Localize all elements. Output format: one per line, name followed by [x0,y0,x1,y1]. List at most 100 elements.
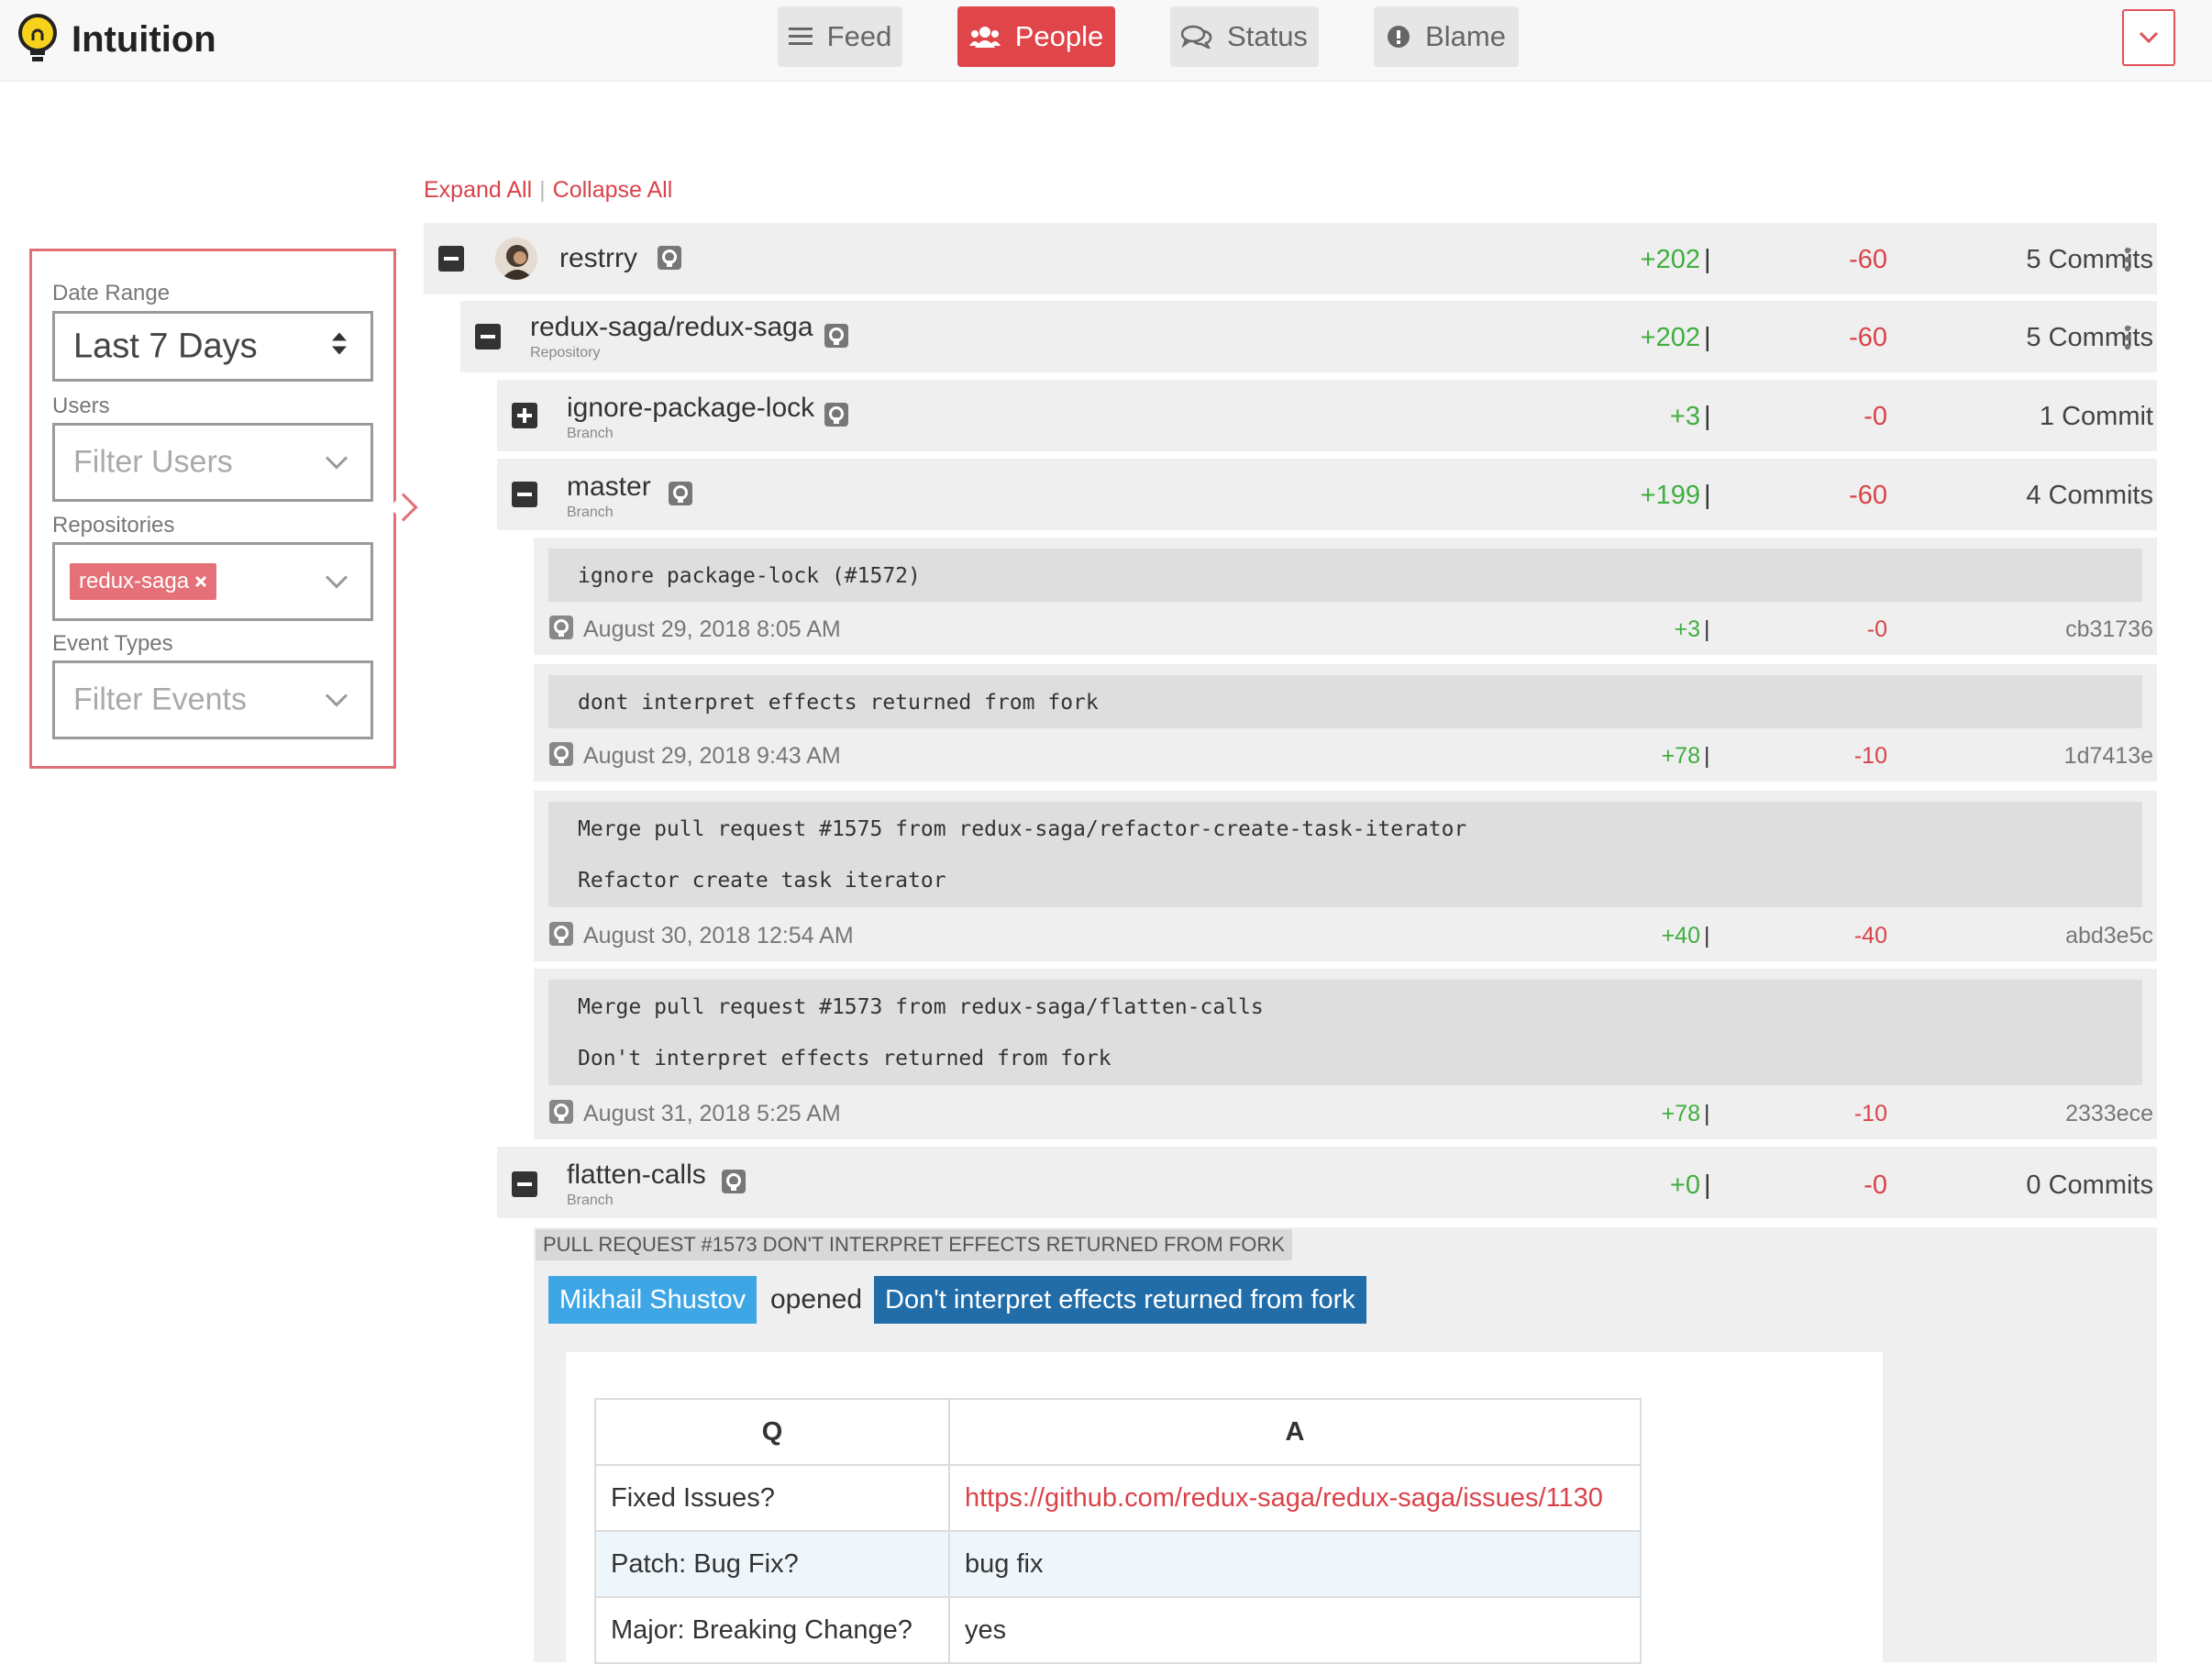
fixed-issue-link[interactable]: https://github.com/redux-saga/redux-saga… [965,1482,1603,1513]
pull-request-link[interactable]: Don't interpret effects returned from fo… [874,1276,1366,1324]
remove-tag-icon[interactable] [194,575,207,588]
branch-name[interactable]: ignore-package-lock [567,393,815,423]
nav-status-button[interactable]: Status [1170,6,1319,67]
branch-row-flatten-calls[interactable]: flatten-calls Branch +0 | -0 0 Commits [497,1147,2157,1218]
branch-deletions: -60 [1849,481,1887,510]
repository-type-label: Repository [530,345,601,361]
commit-message-line: Merge pull request #1575 from redux-saga… [578,817,1467,841]
event-types-placeholder: Filter Events [73,682,247,717]
list-icon [788,27,813,47]
branch-row-master[interactable]: master Branch +199 | -60 4 Commits [497,459,2157,530]
commit-sha[interactable]: abd3e5c [2065,923,2153,948]
table-header-row: Q A [594,1398,1642,1466]
commit-message-line: Refactor create task iterator [578,869,946,893]
user-commit-count: 5 Commits [2026,245,2153,274]
divider-bar: | [1704,743,1710,769]
repository-additions: +202 [1640,323,1700,352]
user-row[interactable]: restrry +202 | -60 5 Commits [424,223,2157,294]
collapse-repository-button[interactable] [475,324,501,349]
branch-type-label: Branch [567,426,614,441]
commit-sha[interactable]: 1d7413e [2063,743,2153,769]
commit-additions: +78 [1661,743,1700,769]
github-icon[interactable] [668,481,693,506]
github-icon[interactable] [657,245,682,271]
commit-date: August 31, 2018 5:25 AM [583,1101,841,1126]
commit-message: Merge pull request #1573 from redux-saga… [548,980,2142,1085]
chevron-down-icon [325,449,348,477]
commit-additions: +40 [1661,923,1700,948]
sort-icon [330,330,348,362]
commit-deletions: -10 [1853,1101,1887,1126]
commit-message-line: ignore package-lock (#1572) [578,564,921,588]
branch-name[interactable]: flatten-calls [567,1159,706,1190]
chevron-down-icon [325,686,348,715]
github-icon[interactable] [548,921,574,947]
branch-additions: +0 [1669,1170,1700,1200]
user-name[interactable]: restrry [559,243,637,273]
nav-status-label: Status [1227,20,1308,52]
commit-date: August 29, 2018 9:43 AM [583,743,841,769]
collapse-user-button[interactable] [438,246,464,272]
branch-row-ignore-package-lock[interactable]: ignore-package-lock Branch +3 | -0 1 Com… [497,380,2157,451]
chevron-down-icon [2139,31,2159,44]
commit-sha[interactable]: 2333ece [2065,1101,2153,1126]
avatar [495,238,537,280]
table-header-a: A [948,1398,1642,1466]
github-icon[interactable] [721,1169,747,1194]
nav-feed-button[interactable]: Feed [778,6,902,67]
exclamation-circle-icon [1387,25,1410,49]
commit-additions: +3 [1674,616,1700,642]
event-verb: opened [770,1284,863,1315]
table-row: Fixed Issues? https://github.com/redux-s… [594,1464,1642,1532]
commit-additions: +78 [1661,1101,1700,1126]
event-types-label: Event Types [52,631,173,656]
expand-all-link[interactable]: Expand All [424,177,533,203]
branch-type-label: Branch [567,1193,614,1208]
event-user-link[interactable]: Mikhail Shustov [548,1276,758,1324]
table-row: Patch: Bug Fix? bug fix [594,1530,1642,1598]
repository-commit-count: 5 Commits [2026,323,2153,352]
repositories-filter-input[interactable]: redux-saga [52,542,373,621]
collapse-all-link[interactable]: Collapse All [552,177,673,203]
github-icon[interactable] [548,615,574,640]
github-icon[interactable] [824,402,849,427]
date-range-label: Date Range [52,281,171,305]
menu-toggle-button[interactable] [2122,9,2175,66]
qa-table: Q A Fixed Issues? https://github.com/red… [594,1398,1642,1664]
collapse-branch-button[interactable] [512,482,537,507]
event-types-filter-input[interactable]: Filter Events [52,660,373,739]
date-range-select[interactable]: Last 7 Days [52,311,373,382]
nav-blame-button[interactable]: Blame [1374,6,1519,67]
branch-commit-count: 1 Commit [2039,402,2153,431]
nav-people-button[interactable]: People [957,6,1115,67]
branch-additions: +3 [1669,402,1700,431]
repository-name[interactable]: redux-saga/redux-saga [530,312,813,342]
panel-arrow [389,493,418,522]
repository-row[interactable]: redux-saga/redux-saga Repository +202 | … [460,301,2157,372]
chevron-down-icon [325,568,348,596]
commit-sha[interactable]: cb31736 [2065,616,2153,642]
brand[interactable]: Intuition [17,7,216,72]
branch-name[interactable]: master [567,471,651,502]
branch-type-label: Branch [567,505,614,520]
branch-deletions: -0 [1864,402,1887,431]
commit-message-line: Merge pull request #1573 from redux-saga… [578,995,1264,1019]
users-filter-input[interactable]: Filter Users [52,423,373,502]
commit-message: dont interpret effects returned from for… [548,675,2142,728]
repository-tag-label: redux-saga [79,569,190,593]
github-icon[interactable] [548,741,574,767]
repositories-label: Repositories [52,513,175,538]
branch-commit-count: 0 Commits [2026,1170,2153,1200]
commit-date: August 30, 2018 12:54 AM [583,923,854,948]
lightbulb-icon [17,13,59,66]
github-icon[interactable] [824,323,849,349]
repository-tag[interactable]: redux-saga [70,563,217,600]
more-options-icon[interactable] [2124,325,2131,357]
expand-branch-button[interactable] [512,403,537,428]
separator: | [539,177,546,203]
github-icon[interactable] [548,1099,574,1125]
divider-bar: | [1704,245,1711,274]
collapse-branch-button[interactable] [512,1171,537,1197]
more-options-icon[interactable] [2124,247,2131,279]
divider-bar: | [1704,1101,1710,1126]
